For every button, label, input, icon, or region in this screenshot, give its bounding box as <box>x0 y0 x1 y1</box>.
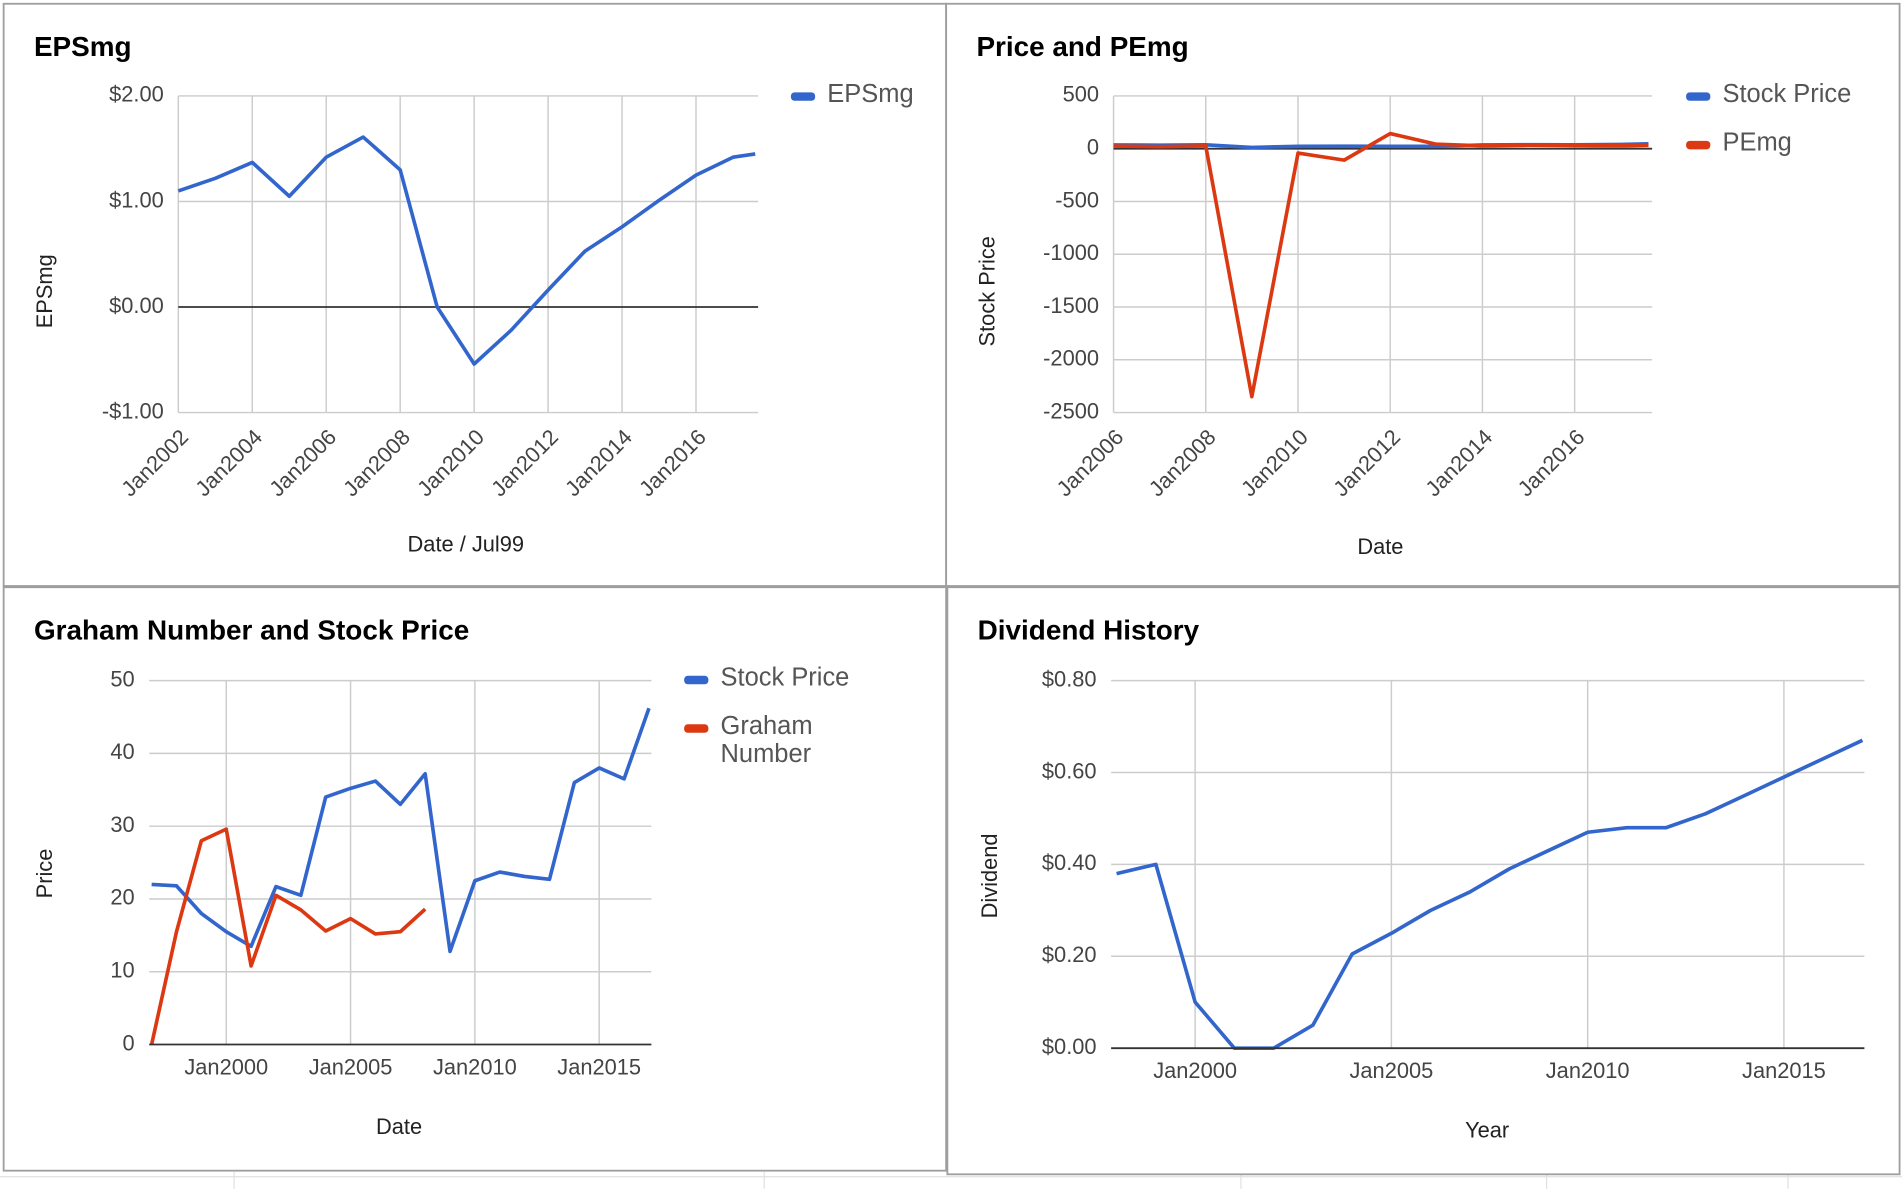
legend-swatch <box>790 92 816 101</box>
legend-swatch <box>684 724 709 733</box>
x-tick-label: Jan2005 <box>1350 1058 1434 1083</box>
legend-label: Stock Price <box>720 663 850 692</box>
y-tick-label: $2.00 <box>109 82 164 107</box>
y-tick-label: 20 <box>110 885 134 910</box>
legend-item: PEmg <box>1722 128 1792 157</box>
legend-label: Stock Price <box>1722 80 1852 109</box>
x-axis-label: Date <box>376 1114 422 1139</box>
x-axis-label: Date / Jul99 <box>408 532 524 557</box>
y-axis-label: EPSmg <box>32 254 57 328</box>
y-tick-label: $0.00 <box>1042 1034 1097 1059</box>
y-tick-label: 0 <box>123 1030 135 1055</box>
y-tick-label: -2000 <box>1043 346 1099 371</box>
series-line <box>1113 131 1649 399</box>
y-tick-label: $0.00 <box>109 293 164 318</box>
x-tick-label: Jan2010 <box>433 1055 517 1080</box>
legend-label: PEmg <box>1722 128 1792 157</box>
y-tick-label: $0.80 <box>1042 666 1097 691</box>
y-tick-label: 50 <box>110 666 134 691</box>
y-axis-label: Dividend <box>977 833 1002 918</box>
y-tick-label: $0.20 <box>1042 942 1097 967</box>
legend-swatch <box>684 675 709 685</box>
chart-title: Dividend History <box>978 614 1200 645</box>
y-tick-label: 0 <box>1087 134 1099 159</box>
x-axis-label: Date <box>1357 534 1403 559</box>
legend-swatch <box>1686 140 1711 150</box>
x-tick-label: Jan2015 <box>557 1055 641 1080</box>
sheet-lines <box>0 1171 1902 1189</box>
x-tick-label: Jan2015 <box>1742 1058 1826 1083</box>
y-tick-label: 500 <box>1063 82 1099 107</box>
y-tick-label: -2500 <box>1043 398 1099 423</box>
x-tick-label: Jan2000 <box>184 1055 268 1080</box>
x-tick-label: Jan2005 <box>309 1055 393 1080</box>
series-line <box>177 135 756 366</box>
legend-item: Graham Number <box>720 712 813 768</box>
x-tick-label: Jan2000 <box>1153 1058 1237 1083</box>
y-axis-label: Stock Price <box>974 236 999 346</box>
chart-title: EPSmg <box>34 31 132 62</box>
y-tick-label: $1.00 <box>109 187 164 212</box>
y-axis-label: Price <box>32 849 57 899</box>
y-tick-label: -$1.00 <box>102 398 164 423</box>
y-tick-label: -1500 <box>1043 293 1099 318</box>
x-tick-label: Jan2010 <box>1546 1058 1630 1083</box>
y-tick-label: $0.60 <box>1042 758 1097 783</box>
legend-item: EPSmg <box>827 80 914 109</box>
x-axis-label: Year <box>1465 1118 1509 1143</box>
series-line <box>151 707 651 954</box>
legend-item: Stock Price <box>1722 80 1852 109</box>
legend-item: Stock Price <box>720 663 850 692</box>
y-tick-label: -500 <box>1055 187 1099 212</box>
legend-label: EPSmg <box>827 80 914 109</box>
y-tick-label: 30 <box>110 812 134 837</box>
legend-label: Graham Number <box>720 712 813 768</box>
series-line <box>149 827 427 1045</box>
y-tick-label: -1000 <box>1043 240 1099 265</box>
legend-swatch <box>1686 92 1711 101</box>
chart-title: Price and PEmg <box>976 31 1188 62</box>
y-tick-label: 40 <box>110 739 134 764</box>
y-tick-label: 10 <box>110 958 134 983</box>
y-tick-label: $0.40 <box>1042 850 1097 875</box>
chart-title: Graham Number and Stock Price <box>34 614 469 645</box>
